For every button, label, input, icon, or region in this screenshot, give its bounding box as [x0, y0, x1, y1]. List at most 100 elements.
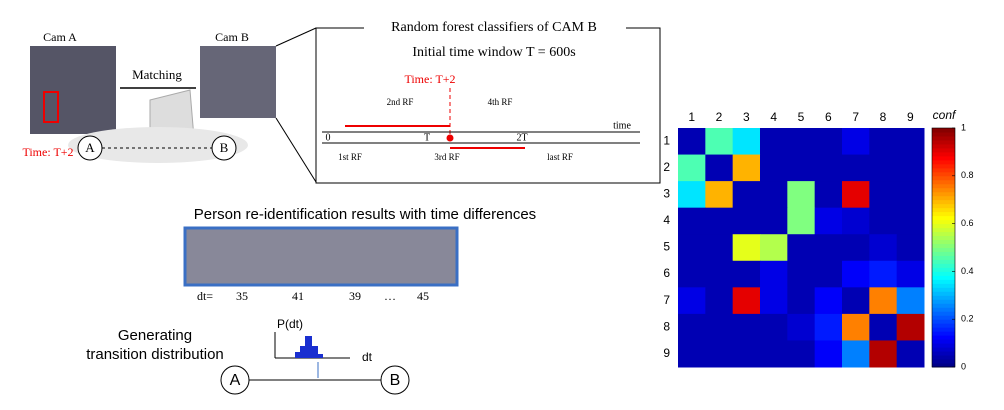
colorbar-tick-label: 0.8 [961, 170, 974, 180]
heatmap-cell [896, 260, 925, 288]
heatmap-cell [732, 287, 761, 315]
dt-value: 39 [349, 289, 361, 303]
colorbar-segment [932, 267, 955, 272]
cam-b-image [200, 46, 276, 118]
colorbar-segment [932, 343, 955, 348]
y-tick-label: 2 [663, 160, 670, 174]
colorbar-segment [932, 139, 955, 145]
colorbar-segment [932, 223, 955, 229]
heatmap-cell [869, 181, 898, 209]
heatmap-cell [869, 234, 898, 262]
heatmap-cell [678, 340, 706, 368]
x-tick-label: 3 [743, 110, 750, 124]
colorbar-segment [932, 303, 955, 308]
y-tick-label: 9 [663, 346, 670, 360]
rf-label: 2nd RF [387, 97, 414, 107]
heatmap-cell [760, 207, 788, 235]
heatmap-cell [814, 128, 843, 156]
heatmap-cell [869, 340, 898, 368]
colorbar-tick-label: 1 [961, 122, 966, 132]
heatmap-cell [732, 181, 761, 209]
zoom-line [275, 117, 317, 183]
heatmap-cell [814, 154, 843, 182]
axis-label: T [424, 132, 430, 143]
heatmap-cell [678, 207, 706, 235]
heatmap-cell [896, 287, 925, 315]
heatmap-cell [787, 340, 816, 368]
bottom-a-label: A [230, 372, 241, 389]
heatmap-cell [678, 287, 706, 315]
heatmap-cell [787, 128, 816, 156]
dt-value: 41 [292, 289, 304, 303]
colorbar-segment [932, 199, 955, 205]
colorbar-segment [932, 263, 955, 268]
heatmap-cell [896, 207, 925, 235]
colorbar-segment [932, 143, 955, 149]
colorbar-segment [932, 247, 955, 252]
heatmap-cell [814, 287, 843, 315]
heatmap-cell [896, 154, 925, 182]
heatmap-cell [842, 154, 870, 182]
dt-value: 35 [236, 289, 248, 303]
heatmap-cell [760, 234, 788, 262]
colorbar-label: conf [933, 108, 957, 122]
x-tick-label: 8 [880, 110, 887, 124]
colorbar-segment [932, 255, 955, 260]
colorbar-segment [932, 359, 955, 364]
colorbar-segment [932, 155, 955, 161]
colorbar-segment [932, 231, 955, 237]
colorbar-segment [932, 243, 955, 248]
cam-a-label: Cam A [43, 30, 77, 44]
cam-a-image [30, 46, 116, 134]
colorbar-tick-label: 0 [961, 361, 966, 371]
heatmap-cell [787, 287, 816, 315]
colorbar-segment [932, 251, 955, 256]
heatmap-cell [705, 287, 734, 315]
colorbar-segment [932, 135, 955, 141]
y-tick-label: 5 [663, 240, 670, 254]
x-tick-label: 6 [825, 110, 832, 124]
bottom-b-label: B [390, 372, 401, 389]
heatmap-cell [787, 260, 816, 288]
heatmap-cell [678, 234, 706, 262]
heatmap-cell [842, 340, 870, 368]
colorbar-segment [932, 323, 955, 328]
y-tick-label: 7 [663, 293, 670, 307]
heatmap-cell [732, 260, 761, 288]
colorbar-segment [932, 335, 955, 340]
heatmap-cell [787, 181, 816, 209]
bottom-node-b [380, 365, 410, 395]
colorbar-segment [932, 183, 955, 189]
x-tick-label: 1 [688, 110, 695, 124]
colorbar-segment [932, 299, 955, 304]
rf-title: Random forest classifiers of CAM B [391, 20, 597, 35]
heatmap-cell [705, 260, 734, 288]
colorbar-segment [932, 279, 955, 284]
axis-label: 2T [516, 132, 527, 143]
heatmap-cell [842, 260, 870, 288]
y-tick-label: 6 [663, 266, 670, 280]
node-a [77, 135, 103, 161]
colorbar-segment [932, 147, 955, 153]
heatmap-cell [760, 260, 788, 288]
colorbar-segment [932, 275, 955, 280]
colorbar-segment [932, 215, 955, 221]
colorbar-segment [932, 235, 955, 241]
heatmap-cell [787, 154, 816, 182]
heatmap-cell [787, 207, 816, 235]
node-a-label: A [85, 140, 95, 155]
colorbar-frame [931, 127, 956, 368]
colorbar-segment [932, 347, 955, 352]
heatmap-cell [842, 207, 870, 235]
colorbar-tick-label: 0.6 [961, 218, 974, 228]
heatmap-cell [760, 154, 788, 182]
colorbar-segment [932, 211, 955, 217]
axis-label: 0 [326, 132, 331, 143]
heatmap-cell [705, 207, 734, 235]
colorbar-segment [932, 295, 955, 300]
colorbar-segment [932, 363, 955, 368]
colorbar-tick-label: 0.2 [961, 314, 974, 324]
colorbar-segment [932, 195, 955, 201]
heatmap-cell [705, 313, 734, 341]
heatmap-cell [842, 234, 870, 262]
